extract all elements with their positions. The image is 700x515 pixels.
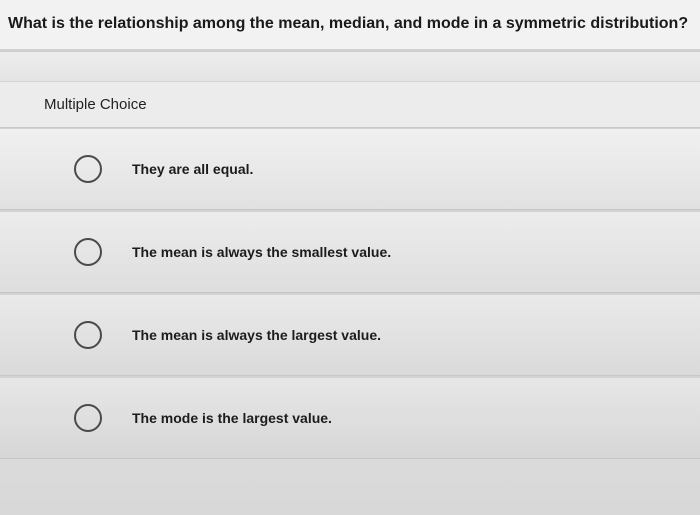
- option-label: They are all equal.: [132, 161, 253, 177]
- quiz-page: What is the relationship among the mean,…: [0, 0, 700, 515]
- options-list: They are all equal. The mean is always t…: [0, 128, 700, 459]
- multiple-choice-header: Multiple Choice: [0, 82, 700, 128]
- option-label: The mode is the largest value.: [132, 410, 332, 426]
- option-row[interactable]: The mean is always the largest value.: [0, 293, 700, 376]
- section-title: Multiple Choice: [44, 96, 656, 113]
- radio-icon[interactable]: [74, 238, 102, 266]
- question-text: What is the relationship among the mean,…: [8, 14, 690, 35]
- option-row[interactable]: The mean is always the smallest value.: [0, 210, 700, 293]
- spacer: [0, 50, 700, 82]
- option-label: The mean is always the smallest value.: [132, 244, 391, 260]
- option-row[interactable]: They are all equal.: [0, 128, 700, 210]
- option-row[interactable]: The mode is the largest value.: [0, 376, 700, 459]
- radio-icon[interactable]: [74, 404, 102, 432]
- question-bar: What is the relationship among the mean,…: [0, 0, 700, 50]
- option-label: The mean is always the largest value.: [132, 327, 381, 343]
- radio-icon[interactable]: [74, 155, 102, 183]
- radio-icon[interactable]: [74, 321, 102, 349]
